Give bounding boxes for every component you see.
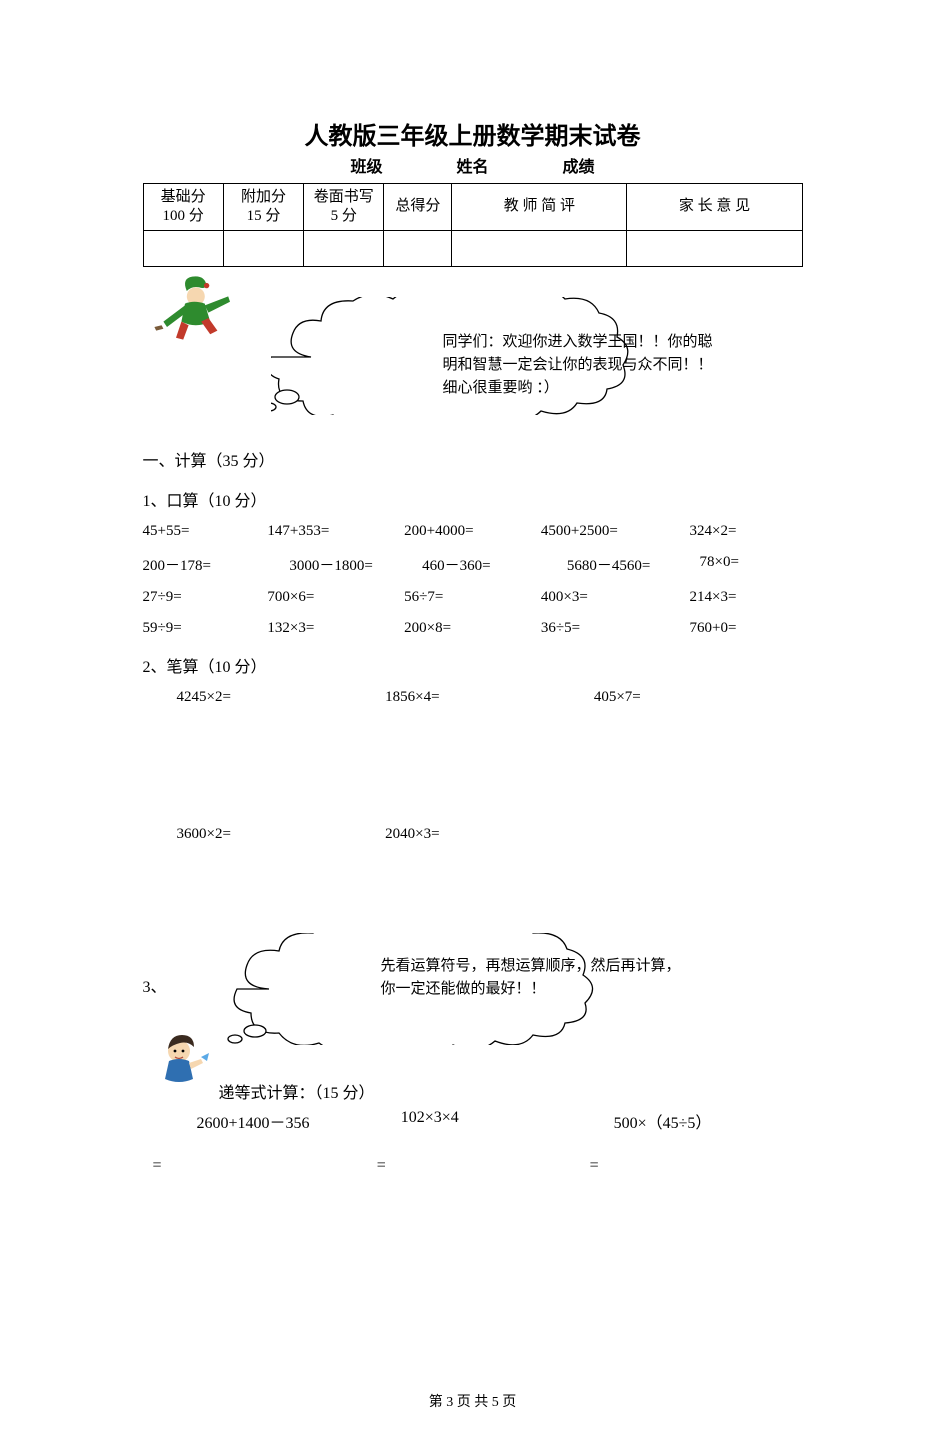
content: 一、计算（35 分） 1、口算（10 分） 45+55= 147+353= 20…	[143, 447, 803, 933]
section-heading: 一、计算（35 分）	[143, 447, 803, 471]
expr: 200+4000=	[404, 523, 541, 540]
expr: 460－360=	[404, 554, 541, 575]
written-arithmetic-grid: 3600×2= 2040×3=	[143, 826, 803, 843]
spacer	[143, 706, 803, 826]
page: 人教版三年级上册数学期末试卷 班级 姓名 成绩 基础分 100 分 附加分 15…	[0, 116, 945, 1453]
th-writing: 卷面书写 5 分	[304, 184, 384, 231]
label-score: 成绩	[563, 153, 595, 177]
expr: 400×3=	[541, 589, 690, 606]
th-base: 基础分 100 分	[143, 184, 223, 231]
bubble-line: 细心很重要哟 ：）	[443, 377, 743, 400]
expr: 2600+1400－356	[143, 1109, 377, 1133]
kid-icon	[151, 1031, 211, 1091]
label-class: 班级	[350, 153, 382, 177]
th-text: 基础分 100 分	[150, 188, 217, 226]
bubble-line: 明和智慧一定会让你的表现与众不同！！	[443, 354, 743, 377]
expr: 500×（45÷5）	[590, 1109, 803, 1133]
expr: 56÷7=	[404, 589, 541, 606]
expr: 324×2=	[690, 523, 803, 540]
q3-graphic: 3、 先看运算符号，再想运算顺序，然后再计算， 你一定还能做的最好！！ 递等式计…	[143, 933, 803, 1103]
table-row	[143, 230, 802, 266]
bubble-text: 先看运算符号，再想运算顺序，然后再计算， 你一定还能做的最好！！	[381, 955, 721, 1002]
mental-arithmetic-grid: 45+55= 147+353= 200+4000= 4500+2500= 324…	[143, 523, 803, 637]
th-bonus: 附加分 15 分	[223, 184, 303, 231]
subheader: 班级 姓名 成绩	[0, 153, 945, 177]
th-text: 附加分 15 分	[230, 188, 297, 226]
cell-blank	[384, 230, 452, 266]
expr: 3000－1800=	[267, 554, 404, 575]
expr: 147+353=	[267, 523, 404, 540]
expr: 45+55=	[143, 523, 268, 540]
expr: 27÷9=	[143, 589, 268, 606]
expr: 5680－4560=	[541, 554, 690, 575]
expr: 200×8=	[404, 620, 541, 637]
elf-icon	[149, 273, 239, 363]
expr: 4500+2500=	[541, 523, 690, 540]
expr: 59÷9=	[143, 620, 268, 637]
bubble-line: 同学们：欢迎你进入数学王国！！你的聪	[443, 331, 743, 354]
expr: 132×3=	[267, 620, 404, 637]
subsection-heading: 1、口算（10 分）	[143, 487, 803, 511]
q3-label: 3、	[143, 973, 167, 997]
th-total: 总得分	[384, 184, 452, 231]
expr: 78×0=	[690, 554, 803, 575]
table-row: 基础分 100 分 附加分 15 分 卷面书写 5 分 总得分 教 师 简 评 …	[143, 184, 802, 231]
bubble-line: 你一定还能做的最好！！	[381, 978, 721, 1001]
page-title: 人教版三年级上册数学期末试卷	[0, 116, 945, 151]
expr: 2040×3=	[385, 826, 594, 843]
expr: 760+0=	[690, 620, 803, 637]
intro-graphic: 同学们：欢迎你进入数学王国！！你的聪 明和智慧一定会让你的表现与众不同！！ 细心…	[143, 279, 803, 429]
step-calc-grid: 2600+1400－356 102×3×4 500×（45÷5）	[143, 1109, 803, 1133]
page-footer: 第 3 页 共 5 页	[0, 1391, 945, 1411]
expr: 36÷5=	[541, 620, 690, 637]
q3-title: 递等式计算：（15 分）	[219, 1079, 375, 1103]
subsection-heading: 2、笔算（10 分）	[143, 653, 803, 677]
th-text: 卷面书写 5 分	[310, 188, 377, 226]
cell-blank	[223, 230, 303, 266]
cell-blank	[304, 230, 384, 266]
expr: 214×3=	[690, 589, 803, 606]
th-parent: 家 长 意 见	[627, 184, 802, 231]
expr: 200－178=	[143, 554, 268, 575]
expr	[594, 826, 803, 843]
expr: 102×3×4	[377, 1109, 590, 1133]
cell-blank	[452, 230, 627, 266]
cell-blank	[627, 230, 802, 266]
expr: 1856×4=	[385, 689, 594, 706]
bubble-text: 同学们：欢迎你进入数学王国！！你的聪 明和智慧一定会让你的表现与众不同！！ 细心…	[443, 331, 743, 401]
expr: 4245×2=	[177, 689, 386, 706]
eq-sign: =	[143, 1157, 377, 1175]
label-name: 姓名	[456, 153, 488, 177]
bubble-line: 先看运算符号，再想运算顺序，然后再计算，	[381, 955, 721, 978]
spacer	[143, 843, 803, 933]
cell-blank	[143, 230, 223, 266]
eq-sign: =	[590, 1157, 803, 1175]
th-teacher: 教 师 简 评	[452, 184, 627, 231]
written-arithmetic-grid: 4245×2= 1856×4= 405×7=	[143, 689, 803, 706]
step-calc-eq-row: = = =	[143, 1157, 803, 1175]
score-table: 基础分 100 分 附加分 15 分 卷面书写 5 分 总得分 教 师 简 评 …	[143, 183, 803, 267]
expr: 405×7=	[594, 689, 803, 706]
expr: 3600×2=	[177, 826, 386, 843]
eq-sign: =	[377, 1157, 590, 1175]
expr: 700×6=	[267, 589, 404, 606]
